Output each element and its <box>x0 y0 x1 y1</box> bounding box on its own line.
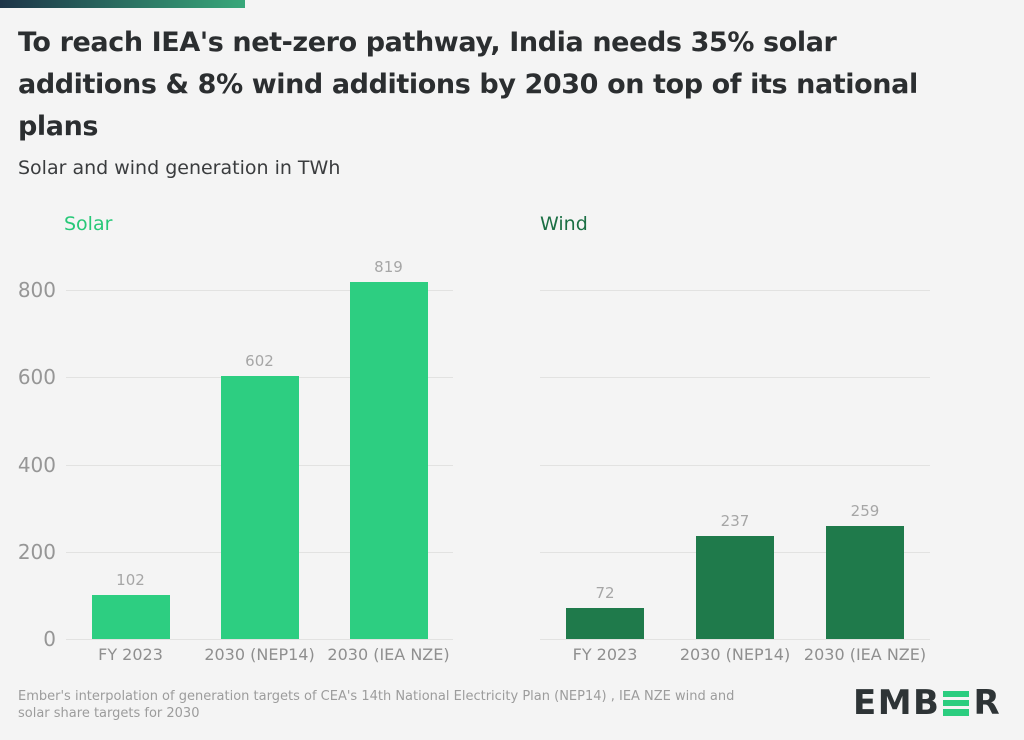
bar-solar-2030-iea-nze <box>349 281 428 639</box>
bar-wind-2030-nep14 <box>696 535 774 639</box>
bar-value-label-wind-fy-2023: 72 <box>595 583 615 602</box>
bar-wind-fy-2023 <box>566 607 644 639</box>
page-title: To reach IEA's net-zero pathway, India n… <box>18 22 918 148</box>
title-line-3: plans <box>18 111 99 142</box>
ember-logo: EMB R <box>853 683 1001 723</box>
x-axis-category-label-wind-2030-iea-nze: 2030 (IEA NZE) <box>803 645 927 664</box>
bar-solar-2030-nep14 <box>220 376 299 639</box>
source-footnote: Ember's interpolation of generation targ… <box>18 688 734 722</box>
x-axis-category-label-solar-2030-nep14: 2030 (NEP14) <box>204 645 315 664</box>
gridline-wind-800 <box>540 290 930 291</box>
ember-logo-text-r: R <box>973 683 1002 723</box>
gridline-wind-0 <box>540 639 930 640</box>
y-axis-tick-label-0: 0 <box>43 627 56 651</box>
x-axis-category-label-solar-fy-2023: FY 2023 <box>98 645 163 664</box>
bar-value-label-solar-2030-nep14: 602 <box>245 352 274 371</box>
legend-solar: Solar <box>64 213 113 235</box>
bar-wind-2030-iea-nze <box>826 526 904 639</box>
gridline-solar-800 <box>66 290 453 291</box>
y-axis-tick-label-400: 400 <box>17 452 56 477</box>
footnote-line-1: Ember's interpolation of generation targ… <box>18 689 735 704</box>
x-axis-category-label-wind-2030-nep14: 2030 (NEP14) <box>679 645 791 664</box>
bar-value-label-solar-2030-iea-nze: 819 <box>374 257 403 276</box>
x-axis-category-label-solar-2030-iea-nze: 2030 (IEA NZE) <box>327 645 450 664</box>
chart-subtitle: Solar and wind generation in TWh <box>18 157 341 179</box>
accent-gradient-bar <box>0 0 245 8</box>
bar-value-label-solar-fy-2023: 102 <box>116 570 145 589</box>
gridline-wind-600 <box>540 377 930 379</box>
ember-logo-text-emb: EMB <box>853 683 941 723</box>
y-axis-tick-label-800: 800 <box>17 278 56 302</box>
footnote-line-2: solar share targets for 2030 <box>18 706 200 721</box>
title-line-1: To reach IEA's net-zero pathway, India n… <box>18 27 837 58</box>
bar-solar-fy-2023 <box>91 594 170 639</box>
gridline-wind-400 <box>540 464 930 466</box>
y-axis-tick-label-600: 600 <box>17 365 56 390</box>
legend-wind: Wind <box>540 213 588 235</box>
bar-value-label-wind-2030-iea-nze: 259 <box>850 502 880 520</box>
y-axis-tick-label-200: 200 <box>17 539 56 564</box>
gridline-solar-0 <box>66 639 453 640</box>
x-axis-category-label-wind-fy-2023: FY 2023 <box>572 645 638 664</box>
bar-value-label-wind-2030-nep14: 237 <box>720 511 750 530</box>
title-line-2: additions & 8% wind additions by 2030 on… <box>18 69 918 100</box>
ember-logo-green-e-icon <box>943 690 970 716</box>
